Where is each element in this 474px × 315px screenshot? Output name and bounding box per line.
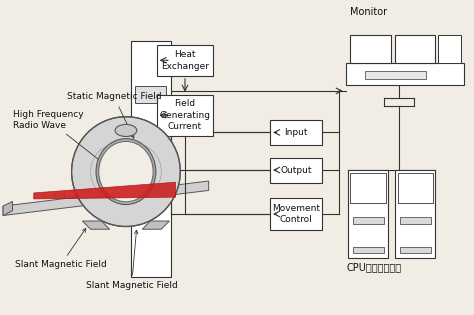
Bar bbox=[156, 45, 213, 76]
Bar bbox=[136, 86, 166, 103]
Ellipse shape bbox=[96, 117, 156, 226]
Text: Output: Output bbox=[280, 166, 312, 175]
Polygon shape bbox=[3, 181, 209, 215]
Bar bbox=[353, 247, 383, 254]
Bar bbox=[365, 71, 426, 79]
Bar bbox=[136, 178, 166, 194]
Text: Slant Magnetic Field: Slant Magnetic Field bbox=[86, 230, 178, 290]
Polygon shape bbox=[34, 182, 175, 199]
Bar bbox=[438, 35, 462, 63]
Bar bbox=[131, 42, 171, 277]
Bar bbox=[400, 217, 431, 225]
Ellipse shape bbox=[72, 117, 180, 226]
Ellipse shape bbox=[96, 139, 156, 204]
Text: CPU磁気ディスク: CPU磁気ディスク bbox=[346, 262, 401, 272]
Bar bbox=[350, 35, 391, 63]
Bar bbox=[270, 158, 322, 183]
Bar bbox=[353, 217, 383, 225]
Bar bbox=[270, 198, 322, 230]
Polygon shape bbox=[82, 221, 109, 229]
Text: Monitor: Monitor bbox=[350, 7, 388, 17]
Bar bbox=[346, 63, 464, 85]
Text: Movement
Control: Movement Control bbox=[272, 203, 320, 224]
Ellipse shape bbox=[115, 124, 137, 136]
Bar bbox=[395, 35, 436, 63]
Text: Field
Generating
Current: Field Generating Current bbox=[160, 99, 210, 131]
Bar bbox=[156, 95, 213, 135]
Text: High Frequency
Radio Wave: High Frequency Radio Wave bbox=[12, 110, 104, 164]
Bar bbox=[398, 173, 433, 203]
Polygon shape bbox=[142, 221, 169, 229]
Text: Static Magnetic Field: Static Magnetic Field bbox=[67, 93, 162, 138]
Bar bbox=[348, 170, 388, 258]
Text: Slant Magnetic Field: Slant Magnetic Field bbox=[15, 228, 107, 269]
Bar bbox=[400, 247, 431, 254]
Bar bbox=[270, 120, 322, 145]
Bar bbox=[395, 170, 436, 258]
Ellipse shape bbox=[99, 141, 153, 202]
Bar bbox=[350, 173, 386, 203]
Text: Heat
Exchanger: Heat Exchanger bbox=[161, 50, 209, 71]
Polygon shape bbox=[3, 201, 12, 215]
Text: Input: Input bbox=[284, 128, 308, 137]
